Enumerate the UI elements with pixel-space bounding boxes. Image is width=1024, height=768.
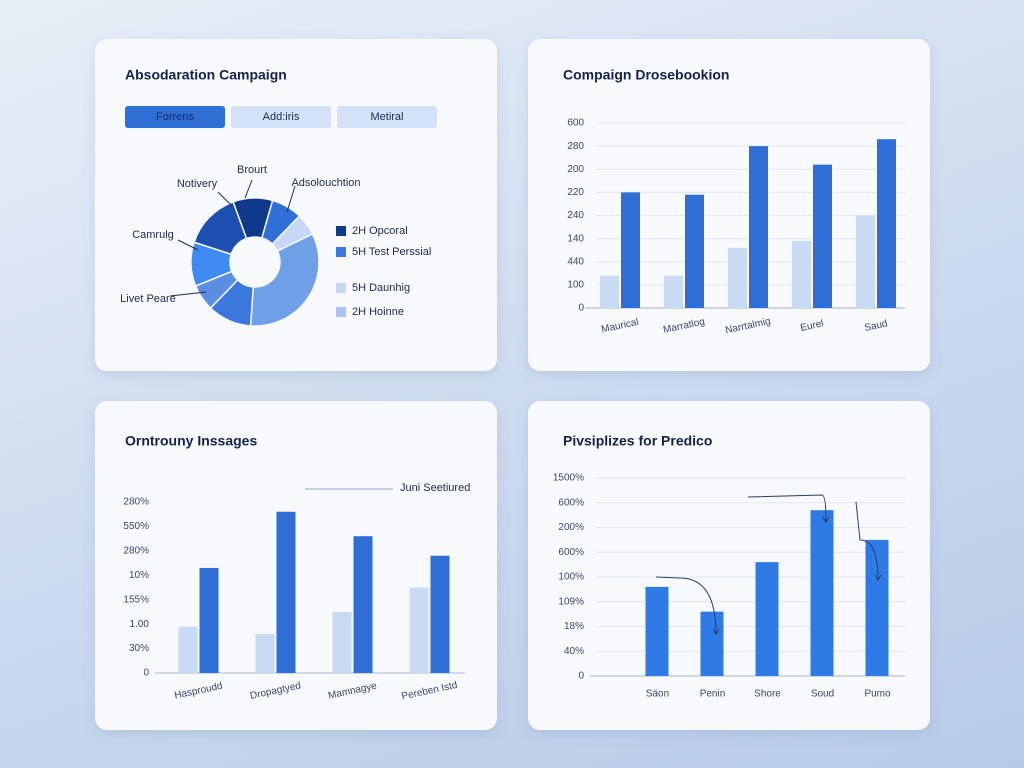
y-tick-label: 440: [567, 256, 584, 267]
callout-line: [217, 191, 233, 207]
callout-line: [177, 239, 199, 251]
callout-label: Camrulg: [132, 229, 174, 241]
y-tick-label: 220: [567, 187, 584, 198]
callout-line: [244, 179, 253, 199]
y-tick-label: 1500%: [553, 473, 584, 484]
bar: [755, 562, 779, 676]
callout-label: Notivery: [177, 178, 218, 190]
callout-label: Adsolouchtion: [291, 177, 360, 189]
legend-label: 2H Hoinne: [352, 306, 404, 318]
annotation-arrow: [655, 576, 717, 635]
bar: [728, 247, 747, 308]
chart-title: Absodaration Campaign: [125, 67, 287, 83]
bar: [865, 539, 889, 676]
tab[interactable]: [337, 106, 437, 128]
callout-line: [169, 291, 207, 297]
y-tick-label: 200: [567, 164, 584, 175]
y-tick-label: 0: [578, 671, 584, 682]
x-tick-label: Penin: [700, 689, 726, 700]
bar: [810, 510, 834, 676]
chart-title: Compaign Drosebookion: [563, 67, 729, 83]
y-tick-label: 600: [567, 118, 584, 129]
y-tick-label: 600%: [558, 497, 584, 508]
callout-line: [286, 185, 296, 213]
bar: [813, 164, 832, 308]
bar: [664, 275, 683, 308]
arrow-head: [712, 628, 720, 635]
bar: [332, 611, 352, 673]
bar: [353, 536, 373, 673]
x-tick-label: Pumo: [864, 689, 891, 700]
bar: [792, 240, 811, 308]
y-tick-label: 100: [567, 280, 584, 291]
callout-label: Livet Peare: [120, 293, 176, 305]
y-tick-label: 10%: [129, 570, 149, 581]
x-tick-label: Eurel: [799, 318, 824, 334]
bar: [856, 215, 875, 308]
y-tick-label: 40%: [564, 646, 584, 657]
donut-slice: [193, 200, 248, 256]
tab[interactable]: [125, 106, 225, 128]
tab-label[interactable]: Forrens: [156, 111, 194, 123]
legend-label: 5H Daunhig: [352, 282, 410, 294]
y-tick-label: 280%: [123, 497, 149, 508]
bar: [877, 139, 896, 308]
legend-label: 5H Test Perssial: [352, 246, 431, 258]
arrow-head: [822, 516, 830, 523]
bar: [199, 567, 219, 673]
y-tick-label: 280%: [123, 545, 149, 556]
bar: [430, 555, 450, 673]
arrow-head: [874, 574, 882, 581]
bar: [749, 146, 768, 308]
y-tick-label: 109%: [558, 596, 584, 607]
y-tick-label: 140: [567, 233, 584, 244]
donut-slice: [249, 232, 320, 327]
annotation: Juni Seetiured: [400, 482, 470, 494]
bar: [178, 626, 198, 673]
x-tick-label: Saud: [863, 318, 888, 334]
bar: [255, 633, 275, 673]
bar: [700, 611, 724, 676]
y-tick-label: 240: [567, 210, 584, 221]
legend-swatch: [336, 307, 346, 317]
annotation-arrow: [747, 494, 827, 523]
tab-label[interactable]: Metiral: [370, 111, 403, 123]
y-tick-label: 280: [567, 141, 584, 152]
chart-title: Orntrouny Inssages: [125, 433, 257, 449]
y-tick-label: 1.00: [130, 619, 150, 630]
y-tick-label: 155%: [123, 594, 149, 605]
y-tick-label: 100%: [558, 572, 584, 583]
y-tick-label: 18%: [564, 621, 584, 632]
card: [95, 39, 497, 371]
y-tick-label: 0: [143, 668, 149, 679]
legend-swatch: [336, 247, 346, 257]
y-tick-label: 30%: [129, 643, 149, 654]
chart-title: Pivsiplizes for Predico: [563, 433, 712, 449]
bar: [621, 192, 640, 308]
bar: [685, 194, 704, 308]
bar: [409, 587, 429, 673]
x-tick-label: Shore: [754, 689, 781, 700]
y-tick-label: 200%: [558, 522, 584, 533]
tab-label[interactable]: Add:iris: [263, 111, 300, 123]
y-tick-label: 0: [578, 303, 584, 314]
legend-label: 2H Opcoral: [352, 225, 408, 237]
y-tick-label: 600%: [558, 547, 584, 558]
bar: [645, 586, 669, 676]
bar: [600, 275, 619, 308]
callout-label: Brourt: [237, 164, 267, 176]
bar: [276, 511, 296, 673]
legend-swatch: [336, 226, 346, 236]
legend-swatch: [336, 283, 346, 293]
x-tick-label: Säon: [646, 689, 669, 700]
tab[interactable]: [231, 106, 331, 128]
y-tick-label: 550%: [123, 521, 149, 532]
annotation-arrow: [855, 501, 879, 581]
x-tick-label: Soud: [811, 689, 834, 700]
